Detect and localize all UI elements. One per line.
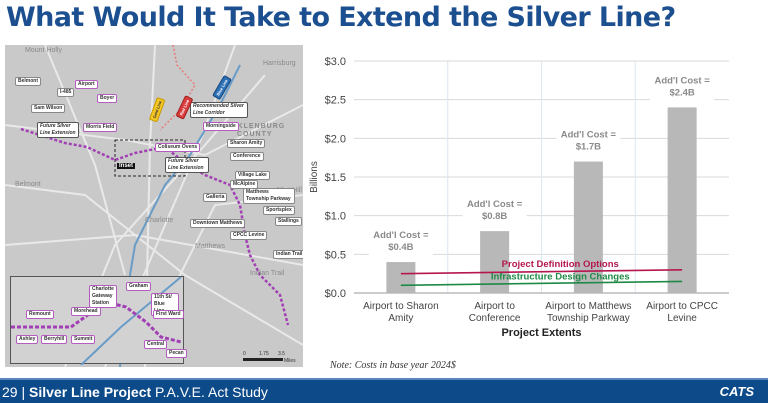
y-tick-label: $0.0 bbox=[325, 288, 346, 300]
station-label: Downtown Matthews bbox=[190, 219, 246, 228]
station-label: Morningside bbox=[203, 122, 239, 131]
data-label: Add'l Cost = bbox=[561, 130, 617, 141]
series-label: Project Definition Options bbox=[502, 259, 619, 270]
data-label: Add'l Cost = bbox=[467, 199, 523, 210]
place-label: Indian Trail bbox=[250, 270, 285, 277]
chart-note: Note: Costs in base year 2024$ bbox=[330, 360, 456, 371]
data-label-bg bbox=[650, 74, 715, 101]
inset-station-label: Charlotte Gateway Station bbox=[89, 285, 117, 308]
place-label: COUNTY bbox=[237, 131, 273, 138]
cost-chart: $0.0 $0.5 $1.0 $1.5 $2.0 $2.5 $3.0 Add'l Cost =… bbox=[309, 56, 729, 339]
slide-title: What Would It Take to Extend the Silver … bbox=[6, 2, 676, 33]
station-label: Sportsplex bbox=[263, 206, 295, 215]
inset-station-label: Graham bbox=[126, 282, 151, 291]
station-label: Belmont bbox=[15, 77, 41, 86]
callout-label: Future Silver Line Extension bbox=[37, 122, 79, 138]
data-label-bg bbox=[462, 198, 527, 225]
y-tick-label: $2.5 bbox=[325, 95, 346, 107]
inset-station-label: Ashley bbox=[16, 335, 39, 344]
inset-station-label: First Ward bbox=[153, 310, 184, 319]
station-label: Village Lake bbox=[235, 171, 270, 180]
station-label: Sam Wilson bbox=[31, 104, 66, 113]
station-label: Sharon Amity bbox=[227, 139, 266, 148]
y-tick-label: $2.0 bbox=[325, 133, 346, 145]
inset-station-label: Pecan bbox=[166, 349, 187, 358]
inset-station-label: Summit bbox=[71, 335, 96, 344]
inset-station-label: Central bbox=[144, 340, 168, 349]
page-number: 29 | bbox=[2, 384, 29, 400]
series-line-1 bbox=[400, 269, 683, 275]
station-label: Coliseum Ovens bbox=[155, 143, 201, 152]
data-label-bg bbox=[556, 128, 621, 155]
y-tick-label: $0.5 bbox=[325, 249, 346, 261]
place-label: MECKLENBURG bbox=[219, 123, 286, 130]
station-label: Airport bbox=[75, 80, 98, 89]
x-tick-label: Airport to CPCC bbox=[646, 301, 718, 312]
silver-line-route bbox=[20, 127, 290, 326]
y-tick-label: $3.0 bbox=[325, 56, 346, 68]
station-label: Stallings bbox=[275, 217, 302, 226]
inset-station-label: Remount bbox=[26, 310, 54, 319]
data-label: $2.4B bbox=[669, 87, 694, 98]
x-tick-label: Levine bbox=[667, 313, 697, 324]
place-label: Mount Holly bbox=[25, 47, 62, 54]
bar-1 bbox=[386, 262, 416, 293]
scale-1: 1.75 bbox=[259, 351, 269, 357]
callout-label: Recommended Silver Line Corridor bbox=[190, 102, 248, 118]
bar-2 bbox=[480, 231, 510, 293]
place-label: Belmont bbox=[15, 181, 41, 188]
inset-label: Inset bbox=[117, 163, 136, 169]
scale-2: 3.5 bbox=[278, 351, 285, 357]
station-label: Matthews Township Parkway bbox=[243, 188, 295, 204]
data-label-bg bbox=[368, 229, 433, 256]
inset-map: Charlotte Gateway Station Graham 11th St… bbox=[10, 276, 187, 365]
data-label: Add'l Cost = bbox=[654, 75, 710, 86]
y-axis-title: Billions bbox=[309, 161, 320, 193]
place-label: Charlotte bbox=[145, 217, 174, 224]
bar-4 bbox=[667, 107, 697, 294]
place-label: Harrisburg bbox=[263, 60, 296, 67]
silver-line-map: Mount Holly Harrisburg MECKLENBURG COUNT… bbox=[5, 45, 303, 367]
station-label: Boyer bbox=[97, 94, 118, 103]
data-label: $0.8B bbox=[482, 211, 507, 222]
x-tick-label: Airport to Sharon bbox=[363, 301, 439, 312]
study-name: P.A.V.E. Act Study bbox=[151, 384, 268, 400]
station-label: Conference bbox=[230, 152, 264, 161]
project-name: Silver Line Project bbox=[29, 384, 152, 400]
y-tick-label: $1.5 bbox=[325, 172, 346, 184]
callout-label: Future Silver Line Extension bbox=[165, 157, 209, 173]
footer-bar: 29 | Silver Line Project P.A.V.E. Act St… bbox=[0, 378, 768, 403]
inset-station-label: Berryhill bbox=[41, 335, 68, 344]
data-label: $0.4B bbox=[388, 242, 413, 253]
inset-station-label: Morehead bbox=[71, 307, 101, 316]
station-label: Morris Field bbox=[83, 123, 118, 132]
data-label: $1.7B bbox=[576, 142, 601, 153]
scale-0: 0 bbox=[243, 351, 246, 357]
y-tick-label: $1.0 bbox=[325, 211, 346, 223]
place-label: Matthews bbox=[195, 243, 225, 250]
scale-bar bbox=[243, 358, 283, 361]
cats-logo: CATS bbox=[719, 384, 754, 399]
x-tick-label: Township Parkway bbox=[547, 313, 630, 324]
x-tick-label: Amity bbox=[388, 313, 413, 324]
station-label: CPCC Levine bbox=[230, 231, 268, 240]
station-label: Galleria bbox=[203, 193, 228, 202]
scale-unit: Miles bbox=[284, 358, 296, 364]
x-axis-title: Project Extents bbox=[501, 327, 581, 339]
station-label: Indian Trail bbox=[273, 250, 303, 259]
station-label: I-485 bbox=[57, 88, 75, 97]
x-tick-label: Airport to Matthews bbox=[545, 301, 631, 312]
series-label: Infrastructure Design Changes bbox=[491, 271, 630, 282]
series-line-2 bbox=[400, 280, 683, 287]
x-tick-label: Airport to bbox=[474, 301, 515, 312]
data-label: Add'l Cost = bbox=[373, 230, 429, 241]
x-tick-label: Conference bbox=[469, 313, 521, 324]
